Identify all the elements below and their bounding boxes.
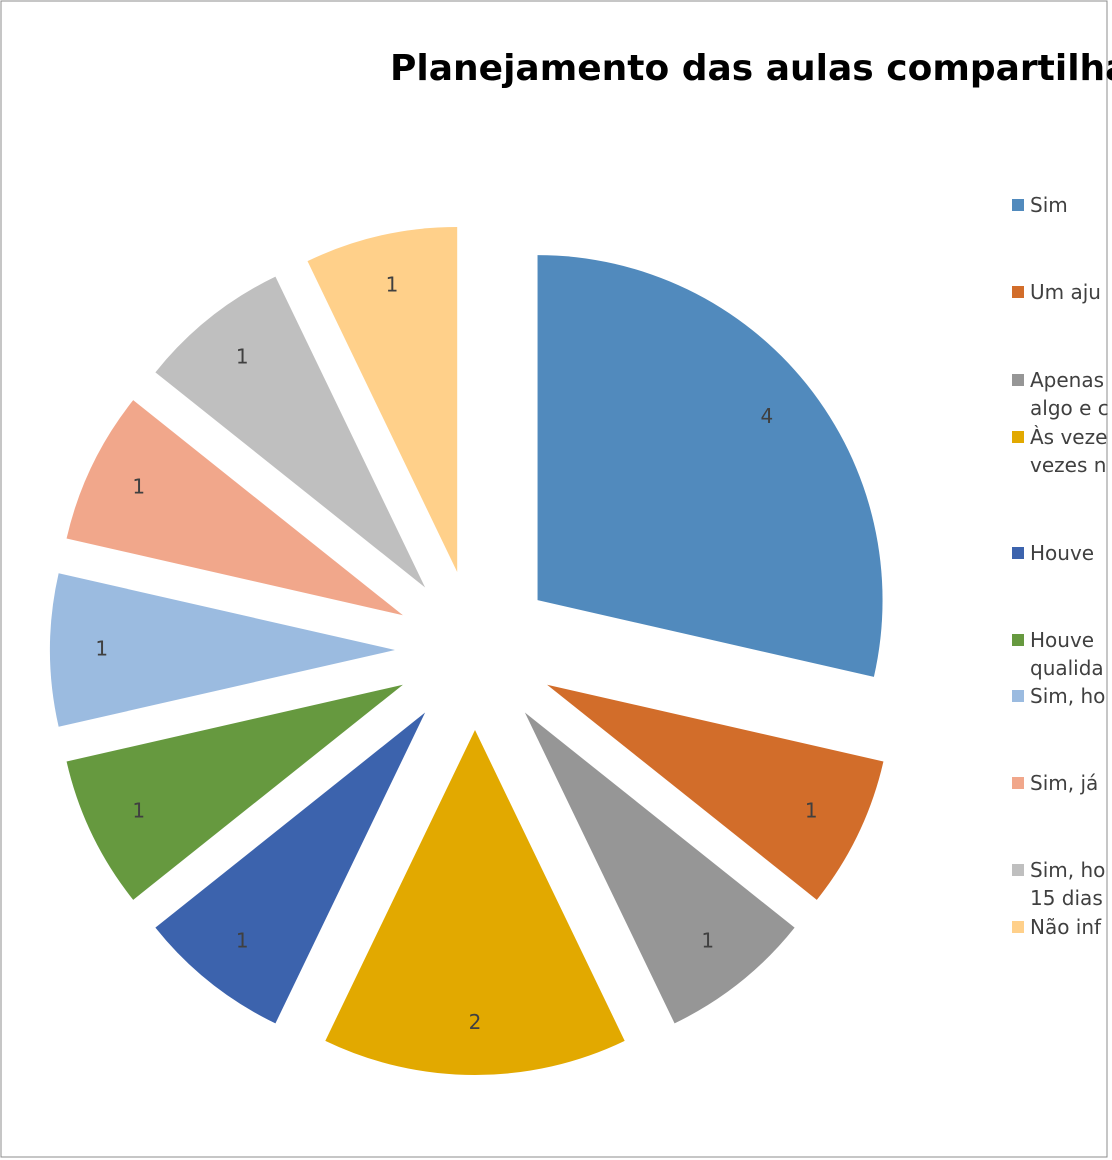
data-label: 1 [805,798,818,822]
data-label: 1 [701,928,714,952]
legend-swatch [1012,864,1024,876]
legend-label: Apenas algo e c [1030,368,1109,420]
pie-slice [66,400,403,616]
legend-label: Não inf [1030,915,1102,939]
data-label: 2 [469,1010,482,1034]
pie-slice [155,276,426,588]
legend-label: Sim, já [1030,771,1098,795]
legend-swatch [1012,634,1024,646]
pie-slice [307,227,458,573]
legend-swatch [1012,374,1024,386]
legend-label: Sim, ho 15 dias [1030,858,1105,910]
pie-slice [325,730,625,1075]
pie-slice [66,684,403,900]
legend-swatch [1012,777,1024,789]
chart-title: Planejamento das aulas compartilha [390,48,1112,89]
pie-slice [547,684,884,900]
data-label: 1 [132,475,145,499]
pie-slice [50,573,396,727]
data-label: 4 [760,404,773,428]
pie-slice [155,712,426,1024]
legend-label: Sim [1030,193,1068,217]
legend-swatch [1012,921,1024,933]
legend-label: Um aju [1030,280,1101,304]
legend-swatch [1012,199,1024,211]
legend-label: Sim, ho [1030,684,1105,708]
pie-slice [537,255,883,677]
legend-swatch [1012,431,1024,443]
data-label: 1 [386,273,399,297]
legend-swatch [1012,547,1024,559]
legend-label: Às veze vezes n [1030,425,1107,477]
data-label: 1 [236,928,249,952]
pie-slice [524,712,795,1024]
legend-label: Houve qualida [1030,628,1104,680]
data-label: 1 [95,637,108,661]
legend-swatch [1012,690,1024,702]
legend-swatch [1012,286,1024,298]
legend-label: Houve [1030,541,1094,565]
data-label: 1 [132,798,145,822]
data-label: 1 [236,345,249,369]
